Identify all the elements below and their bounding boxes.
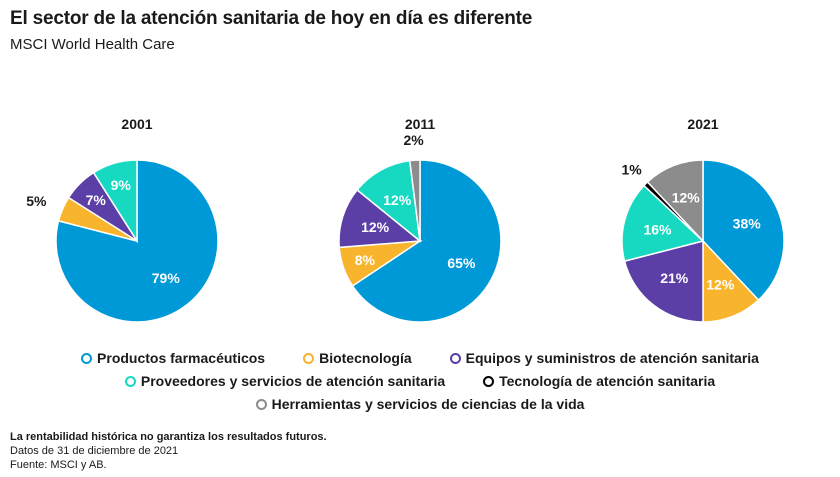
pie-slice (702, 239, 760, 323)
legend-item-proveedores: Proveedores y servicios de atención sani… (124, 373, 446, 389)
legend-marker-icon (303, 352, 315, 364)
legend-item-productos: Productos farmacéuticos (81, 350, 265, 366)
pie-slice (646, 159, 704, 243)
legend-item-herramientas: Herramientas y servicios de ciencias de … (255, 396, 585, 412)
legend-row-3: Herramientas y servicios de ciencias de … (0, 396, 840, 412)
legend-marker-icon (483, 375, 495, 387)
pie-value-label: 12% (383, 192, 412, 208)
pie-slice (621, 184, 705, 263)
pie-slice (702, 159, 785, 302)
legend-marker-icon (449, 352, 461, 364)
pie-value-label: 16% (643, 221, 672, 237)
legend-row-1: Productos farmacéuticos Biotecnología Eq… (0, 350, 840, 366)
pie-year-label: 2021 (687, 116, 718, 132)
pie-value-label: 8% (355, 252, 376, 268)
pie-value-label: 21% (660, 270, 689, 286)
pie-slice (351, 159, 502, 323)
pie-value-label: 5% (26, 193, 47, 209)
legend-label: Herramientas y servicios de ciencias de … (271, 396, 585, 412)
pie-value-label: 12% (672, 189, 701, 205)
pie-slice (356, 159, 421, 243)
pie-value-label: 12% (361, 219, 390, 235)
chart-subtitle: MSCI World Health Care (10, 36, 175, 53)
pie-slice (92, 159, 138, 244)
pie-value-label: 38% (733, 216, 762, 232)
footer-disclaimer: La rentabilidad histórica no garantiza l… (10, 431, 327, 443)
pie-value-label: 7% (86, 192, 107, 208)
pie-value-label: 1% (621, 162, 642, 178)
pie-value-label: 65% (447, 255, 476, 271)
chart-title: El sector de la atención sanitaria de ho… (10, 8, 533, 29)
legend-marker-icon (124, 375, 136, 387)
footer-date: Datos de 31 de diciembre de 2021 (10, 445, 179, 457)
legend-label: Biotecnología (319, 350, 412, 366)
legend-item-tecnologia: Tecnología de atención sanitaria (483, 373, 715, 389)
pie-value-label: 12% (706, 277, 735, 293)
legend-row-2: Proveedores y servicios de atención sani… (0, 373, 840, 389)
pie-slice (623, 240, 704, 323)
legend-label: Proveedores y servicios de atención sani… (140, 373, 446, 389)
legend-marker-icon (81, 352, 93, 364)
pie-slice (408, 159, 421, 242)
legend-label: Equipos y suministros de atención sanita… (465, 350, 759, 366)
pie-year-label: 2001 (121, 116, 152, 132)
pie-value-label: 9% (111, 177, 132, 193)
footer: La rentabilidad histórica no garantiza l… (10, 430, 327, 472)
footer-source: Fuente: MSCI y AB. (10, 459, 107, 471)
legend-item-biotecnologia: Biotecnología (303, 350, 412, 366)
legend-label: Productos farmacéuticos (97, 350, 266, 366)
legend-label: Tecnología de atención sanitaria (499, 373, 716, 389)
pie-charts: 2001 79% 5% 7%9% 2011 65% 8% 12% 12% 2% 2021 38% 12%… (26, 116, 785, 323)
pie-value-label: 79% (152, 270, 181, 286)
pie-year-label: 2011 (405, 116, 436, 132)
legend-item-equipos: Equipos y suministros de atención sanita… (449, 350, 759, 366)
legend-marker-icon (255, 398, 267, 410)
pie-value-label: 2% (403, 132, 424, 148)
pie-slice (338, 188, 422, 249)
